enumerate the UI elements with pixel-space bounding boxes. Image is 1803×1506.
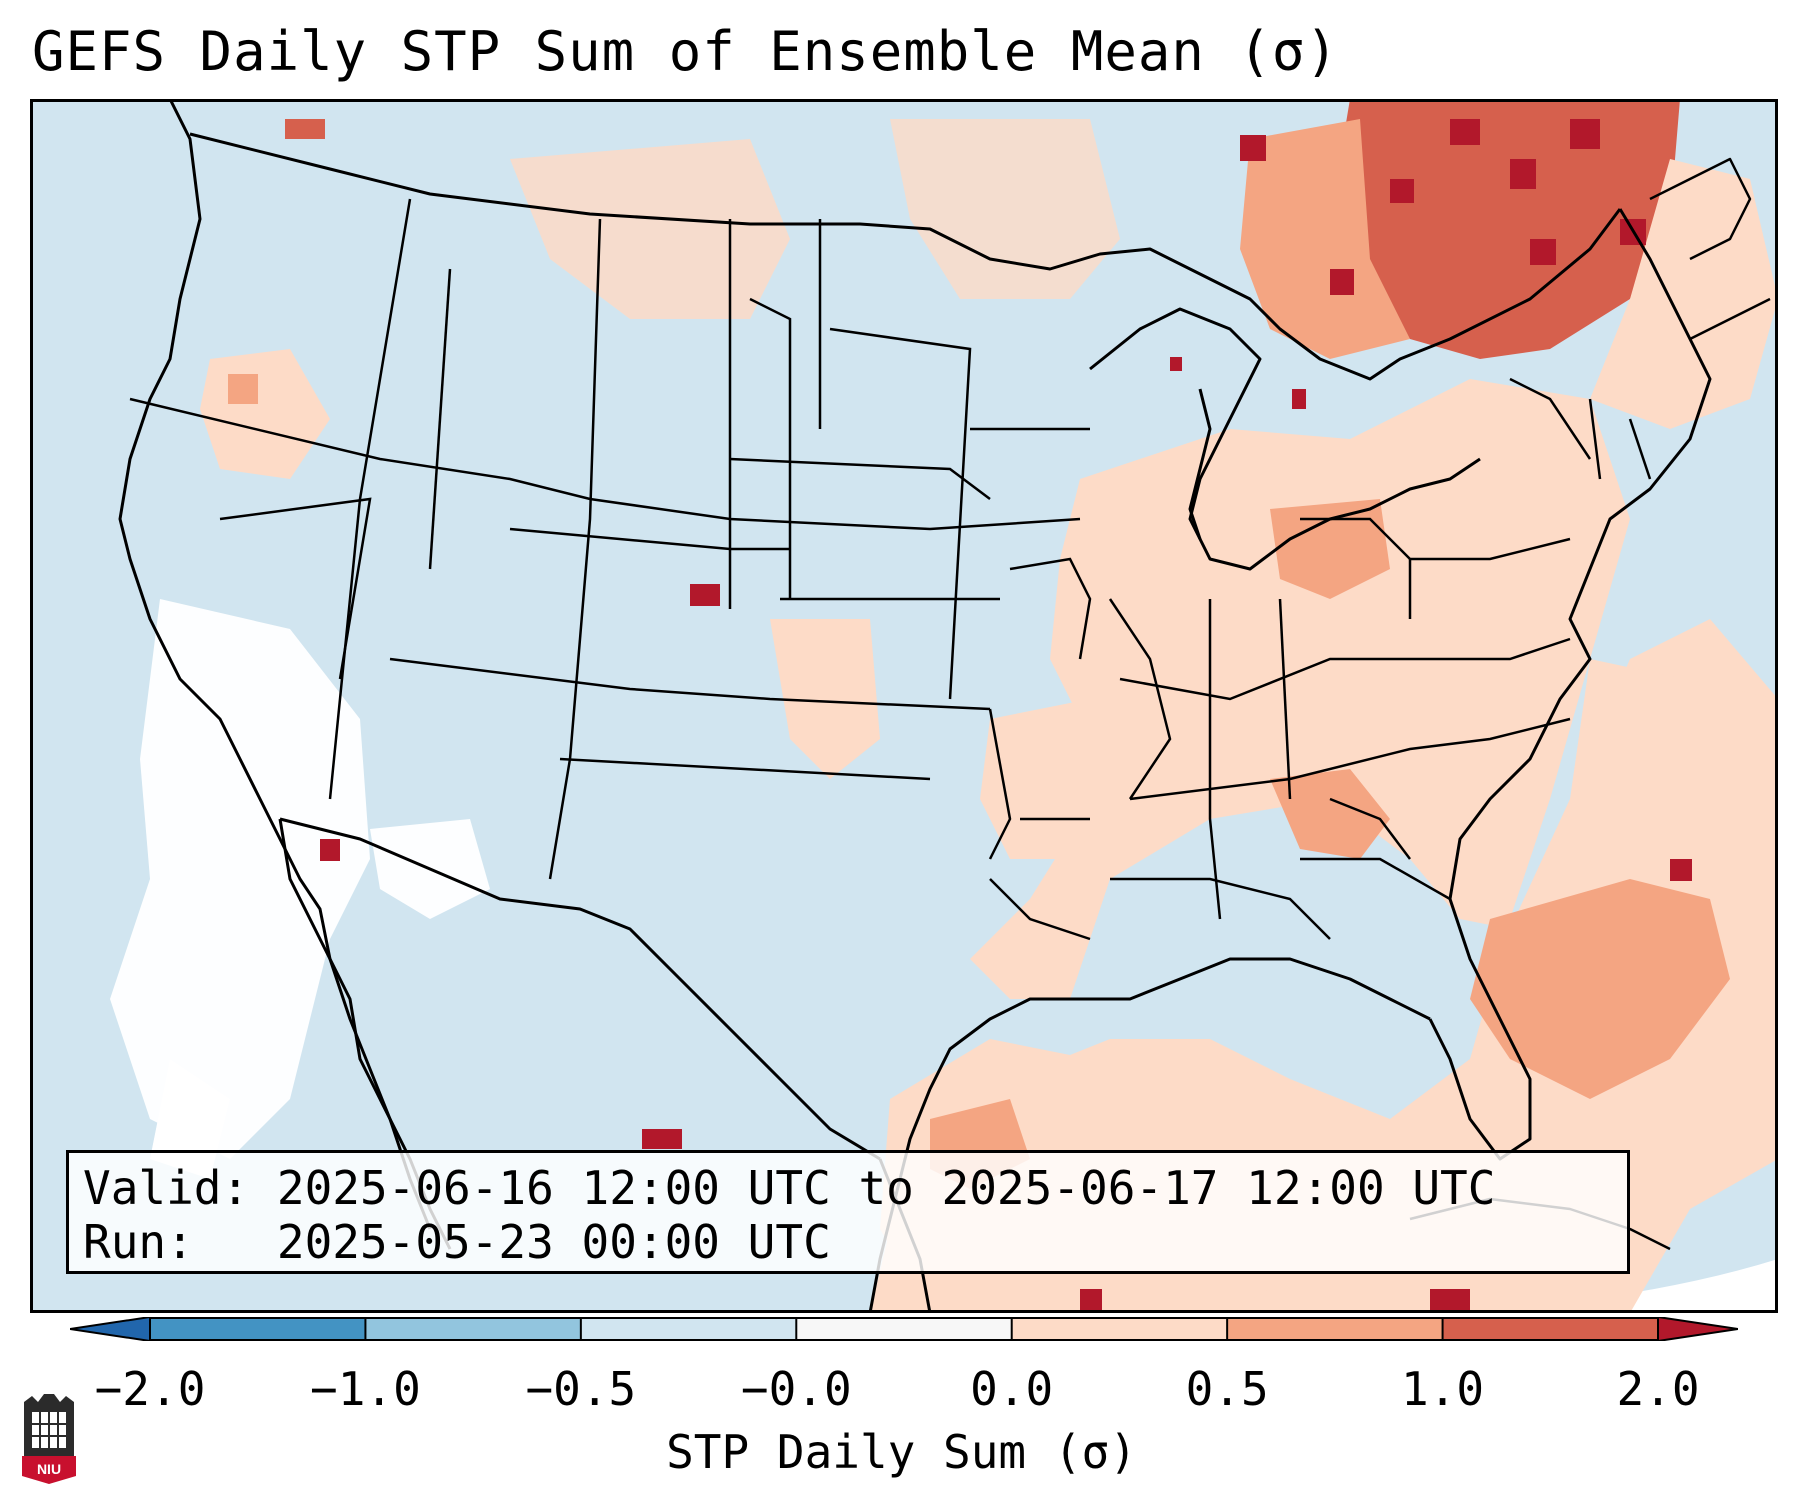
hotspot-northeast-2 [1510, 159, 1536, 189]
region-northeast-canada-high [1330, 99, 1680, 359]
us-canada-border [189, 132, 1622, 381]
colorbar-segment [580, 1317, 797, 1341]
hotspot-michigan [1292, 389, 1306, 409]
hotspot-ontario [1330, 269, 1354, 295]
us-mexico-border [279, 817, 881, 1161]
colorbar [70, 1317, 1738, 1341]
hotspot-northeast-4 [1530, 239, 1556, 265]
lake-michigan [1188, 388, 1212, 540]
east-coast [1428, 208, 1712, 1161]
hotspot-sw-ontario [1170, 357, 1182, 371]
colorbar-segment [365, 1317, 582, 1341]
colorbar-segment [150, 1317, 366, 1341]
hotspot-gulf-south [1080, 1289, 1102, 1313]
hotspot-caribbean [1430, 1289, 1470, 1311]
hotspot-northeast-1 [1450, 119, 1480, 145]
colorbar-tick-label: −0.0 [740, 1362, 852, 1416]
colorbar-label: STP Daily Sum (σ) [666, 1425, 1137, 1479]
great-lakes [1089, 307, 1481, 571]
stp-map [30, 99, 1778, 1313]
run-value: 2025-05-23 00:00 UTC [276, 1215, 831, 1269]
region-southwest-white [110, 599, 370, 1159]
colorbar-under-arrow [70, 1317, 151, 1341]
nova-scotia [1689, 297, 1771, 341]
region-ohio-valley-moderate [1270, 499, 1390, 599]
hotspot-colorado [690, 584, 720, 606]
hotspot-wa-light [285, 119, 325, 139]
colorbar-tick-label: −1.0 [310, 1362, 421, 1416]
colorbar-segments [149, 1317, 1659, 1341]
hotspot-baja [320, 839, 340, 861]
niu-logo-icon: NIU [22, 1394, 76, 1484]
map-border [30, 99, 1778, 1313]
svg-text:NIU: NIU [37, 1461, 61, 1477]
valid-label: Valid: [83, 1161, 250, 1215]
colorbar-segment [796, 1317, 1013, 1341]
valid-value: 2025-06-16 12:00 UTC to 2025-06-17 12:00… [276, 1161, 1496, 1215]
maritimes [1649, 157, 1752, 261]
colorbar-tick-label: 2.0 [1616, 1362, 1700, 1416]
region-atlantic-moderate [1470, 879, 1730, 1099]
run-line: Run: 2025-05-23 00:00 UTC [83, 1215, 1613, 1269]
map-panel: Valid: 2025-06-16 12:00 UTC to 2025-06-1… [30, 99, 1778, 1313]
region-canada-east-light [1590, 159, 1778, 429]
hotspot-superior [1240, 135, 1266, 161]
run-label: Run: [83, 1215, 194, 1269]
validity-info-box: Valid: 2025-06-16 12:00 UTC to 2025-06-1… [66, 1150, 1630, 1274]
state-borders [129, 198, 1652, 941]
region-plains-scattered [770, 619, 880, 779]
outside-domain-corner [1460, 1259, 1778, 1313]
valid-line: Valid: 2025-06-16 12:00 UTC to 2025-06-1… [83, 1161, 1613, 1215]
hotspot-oregon [228, 374, 258, 404]
region-montana-light [510, 139, 790, 319]
region-canada-moderate [1240, 119, 1410, 359]
region-pacific-white [150, 1059, 230, 1179]
region-dakota-light [890, 119, 1120, 299]
colorbar-tick-label: −0.5 [525, 1362, 637, 1416]
hotspot-atlantic [1670, 859, 1692, 881]
hotspot-northeast-3 [1570, 119, 1600, 149]
chart-title: GEFS Daily STP Sum of Ensemble Mean (σ) [32, 20, 1339, 83]
colorbar-tick-label: 1.0 [1401, 1362, 1485, 1416]
colorbar-segment [1227, 1317, 1444, 1341]
colorbar-tick-label: −2.0 [94, 1362, 206, 1416]
colorbar-over-arrow [1657, 1317, 1738, 1341]
colorbar-segment [1011, 1317, 1228, 1341]
hotspot-mexico [642, 1129, 682, 1149]
hotspot-northeast-5 [1390, 179, 1414, 203]
colorbar-tick-label: 0.0 [970, 1362, 1054, 1416]
colorbar-tick-label: 0.5 [1185, 1362, 1269, 1416]
colorbar-segment [1442, 1317, 1659, 1341]
region-southeast-moderate [1270, 769, 1390, 859]
